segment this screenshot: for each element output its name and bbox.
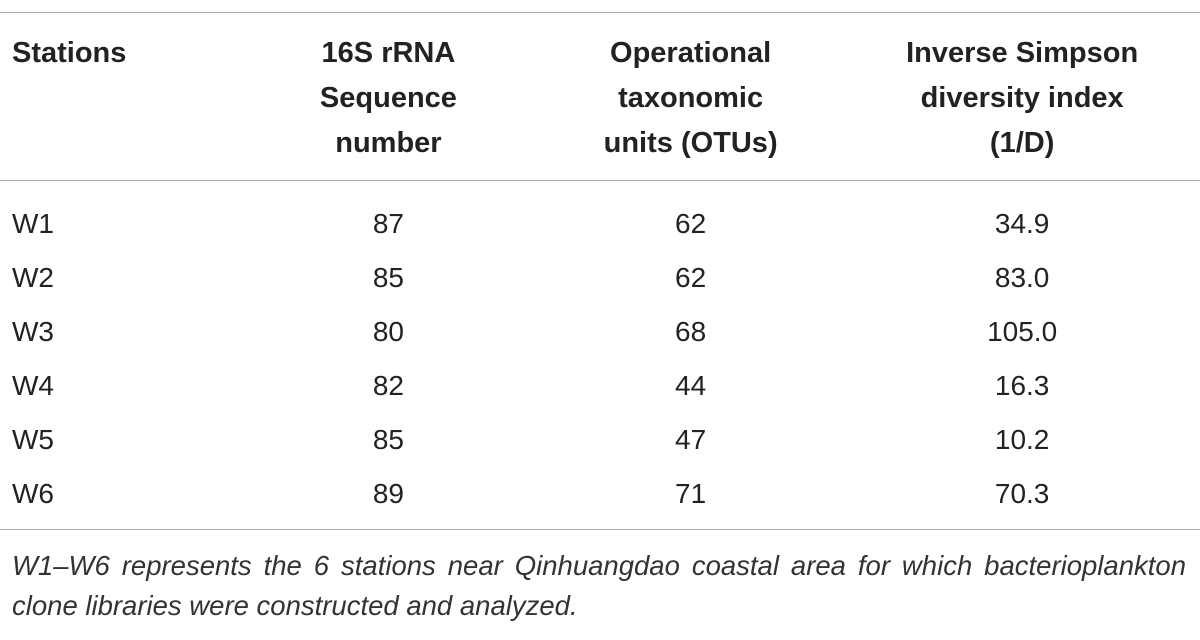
header-line: Inverse Simpson [906, 37, 1139, 69]
header-cell: Operational taxonomic units (OTUs) [536, 12, 845, 181]
header-line: Stations [12, 37, 127, 69]
table-cell: 85 [372, 424, 404, 455]
table-cell: 83.0 [994, 262, 1050, 293]
table-cell: W3 [12, 316, 54, 347]
header-line: taxonomic [618, 82, 764, 114]
table-cell: 87 [372, 208, 404, 239]
table-cell: 105.0 [987, 316, 1058, 347]
table-cell: 44 [675, 370, 707, 401]
table-row: W4 82 44 16.3 [0, 359, 1200, 413]
header-cell: Stations [0, 12, 240, 181]
table-cell: W2 [12, 262, 54, 293]
table-cell: 62 [675, 262, 707, 293]
table-cell: 89 [372, 478, 404, 509]
table-cell: 68 [675, 316, 707, 347]
table-cell: 82 [372, 370, 404, 401]
header-line: Operational [610, 37, 772, 69]
table-cell: W5 [12, 424, 54, 455]
table-cell: 80 [372, 316, 404, 347]
table-row: W6 89 71 70.3 [0, 467, 1200, 530]
table-cell: W6 [12, 478, 54, 509]
table-cell: 34.9 [994, 208, 1050, 239]
header-line: Sequence [319, 82, 457, 114]
table-cell: W1 [12, 208, 54, 239]
header-cell: 16S rRNA Sequence number [239, 12, 537, 181]
table-cell: 16.3 [994, 370, 1050, 401]
header-cell: Inverse Simpson diversity index (1/D) [844, 12, 1200, 181]
header-line: 16S rRNA [321, 37, 456, 69]
footnote: W1–W6 represents the 6 stations near Qin… [12, 550, 1186, 621]
table-cell: 47 [675, 424, 707, 455]
header-line: units (OTUs) [603, 127, 778, 159]
table-cell: W4 [12, 370, 54, 401]
header-line: (1/D) [989, 127, 1055, 159]
table-cell: 70.3 [994, 478, 1050, 509]
header-row: Stations 16S rRNA Sequence number Operationa… [0, 12, 1200, 181]
header-line: diversity index [920, 82, 1124, 114]
header-line: number [335, 127, 442, 159]
table-cell: 71 [675, 478, 707, 509]
table-row: W2 85 62 83.0 [0, 251, 1200, 305]
data-table: Stations 16S rRNA Sequence number Operationa… [0, 12, 1200, 530]
table-head: Stations 16S rRNA Sequence number Operationa… [0, 12, 1200, 181]
table-row: W1 87 62 34.9 [0, 181, 1200, 252]
table-cell: 85 [372, 262, 404, 293]
table-row: W5 85 47 10.2 [0, 413, 1200, 467]
table-row: W3 80 68 105.0 [0, 305, 1200, 359]
table-body: W1 87 62 34.9 W2 85 62 83.0 W3 80 68 105.0 W4 82 44 16.… [0, 181, 1200, 530]
table-cell: 10.2 [994, 424, 1050, 455]
table-cell: 62 [675, 208, 707, 239]
